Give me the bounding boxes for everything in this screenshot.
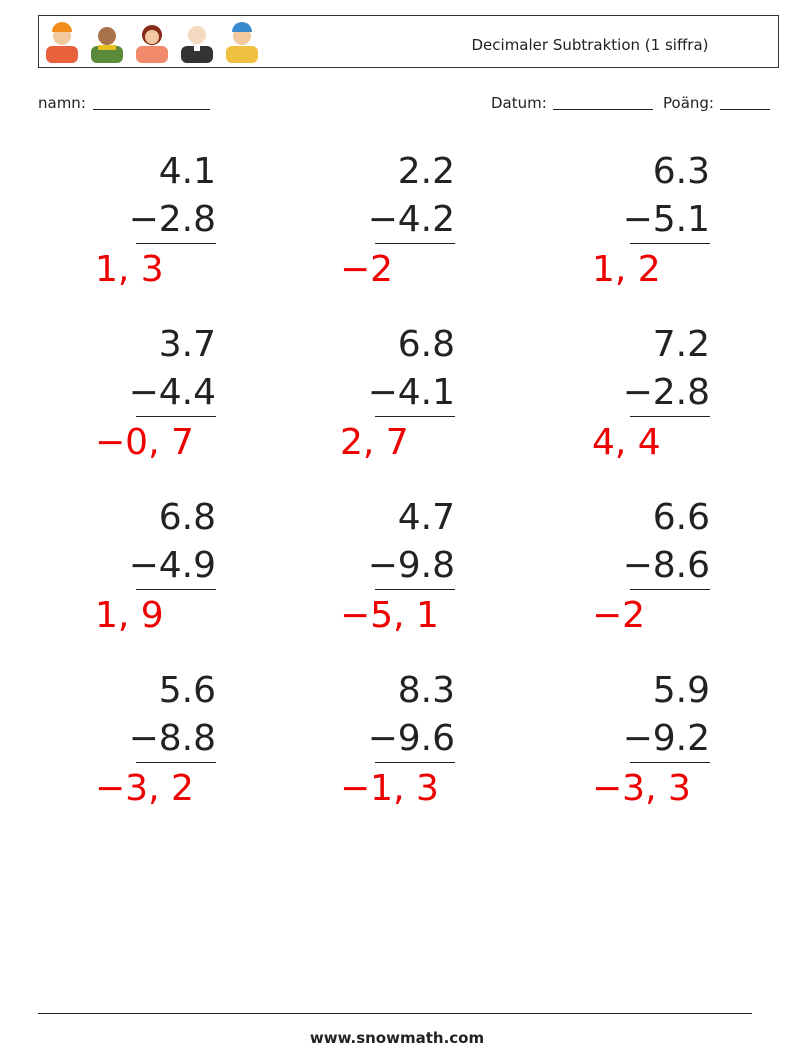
- minuend: 2.2: [397, 151, 455, 192]
- title: Decimaler Subtraktion (1 siffra): [471, 36, 709, 54]
- avatar: [226, 22, 258, 63]
- answer: −0, 7: [95, 422, 194, 463]
- minuend: 5.9: [652, 670, 710, 711]
- date-label: Datum:: [491, 94, 547, 112]
- answer: 1, 9: [95, 595, 164, 636]
- avatar: [181, 26, 213, 63]
- subtrahend: −5.1: [622, 199, 710, 240]
- answer-line: [136, 589, 216, 590]
- subtrahend: −2.8: [128, 199, 216, 240]
- answer: −2: [592, 595, 646, 636]
- avatars: [46, 22, 258, 63]
- footer-site: www.snowmath.com: [309, 1029, 485, 1047]
- subtrahend: −4.9: [128, 545, 216, 586]
- answer-line: [375, 416, 455, 417]
- subtrahend: −9.8: [367, 545, 455, 586]
- answer-line: [136, 416, 216, 417]
- subtrahend: −4.1: [367, 372, 455, 413]
- name-line: [93, 109, 210, 110]
- answer: −3, 2: [95, 768, 194, 809]
- avatar: [91, 27, 123, 63]
- answer-line: [630, 762, 710, 763]
- avatar: [136, 25, 168, 63]
- minuend: 6.8: [158, 497, 216, 538]
- header-box: [38, 15, 779, 68]
- minuend: 6.6: [652, 497, 710, 538]
- minuend: 4.7: [397, 497, 455, 538]
- answer-line: [630, 416, 710, 417]
- answer: 1, 2: [592, 249, 661, 290]
- avatar: [46, 22, 78, 63]
- date-line: [553, 109, 653, 110]
- answer-line: [136, 243, 216, 244]
- answer: −3, 3: [592, 768, 691, 809]
- answer-line: [630, 589, 710, 590]
- minuend: 7.2: [652, 324, 710, 365]
- minuend: 3.7: [158, 324, 216, 365]
- subtrahend: −9.6: [367, 718, 455, 759]
- minuend: 5.6: [158, 670, 216, 711]
- answer-line: [375, 589, 455, 590]
- name-label: namn:: [38, 94, 86, 112]
- answer-line: [375, 243, 455, 244]
- minuend: 4.1: [158, 151, 216, 192]
- subtrahend: −9.2: [622, 718, 710, 759]
- score-label: Poäng:: [663, 94, 714, 112]
- minuend: 8.3: [397, 670, 455, 711]
- answer-line: [375, 762, 455, 763]
- answer: −5, 1: [340, 595, 439, 636]
- answer: 2, 7: [340, 422, 409, 463]
- minuend: 6.8: [397, 324, 455, 365]
- answer-line: [630, 243, 710, 244]
- answer-line: [136, 762, 216, 763]
- answer: 4, 4: [592, 422, 661, 463]
- answer: −2: [340, 249, 394, 290]
- answer: −1, 3: [340, 768, 439, 809]
- footer-line: [38, 1013, 752, 1014]
- subtrahend: −2.8: [622, 372, 710, 413]
- subtrahend: −8.8: [128, 718, 216, 759]
- subtrahend: −4.2: [367, 199, 455, 240]
- subtrahend: −4.4: [128, 372, 216, 413]
- subtrahend: −8.6: [622, 545, 710, 586]
- minuend: 6.3: [652, 151, 710, 192]
- answer: 1, 3: [95, 249, 164, 290]
- score-line: [720, 109, 770, 110]
